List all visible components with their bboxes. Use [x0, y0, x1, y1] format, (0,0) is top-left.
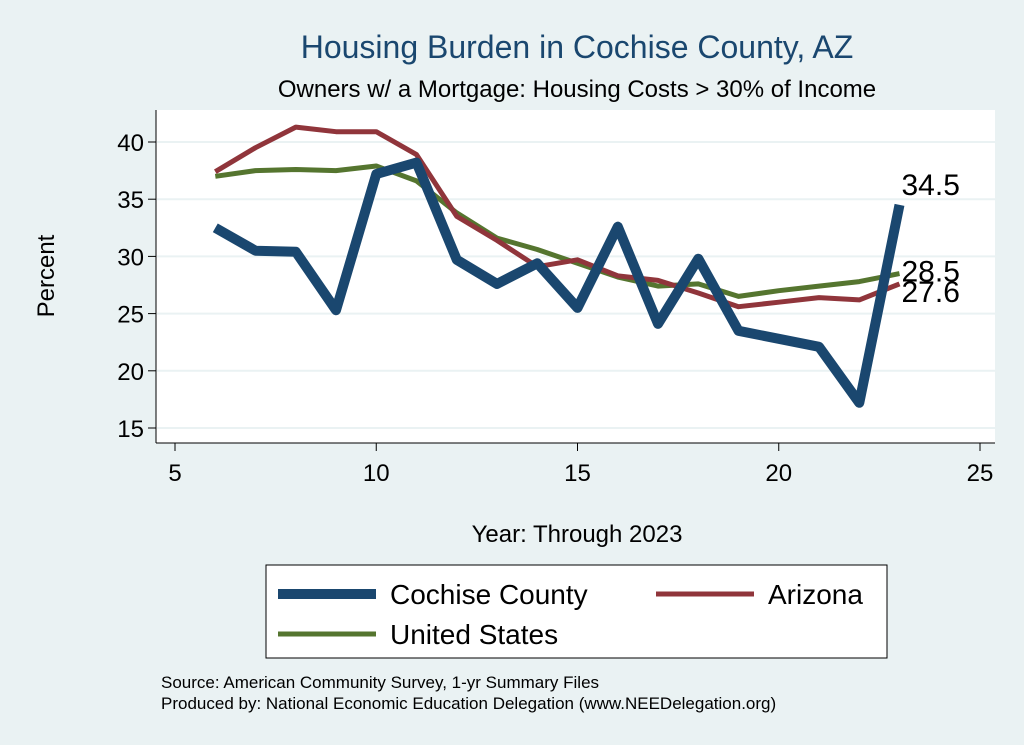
- plot-area: [156, 110, 995, 443]
- end-labels: 34.5 27.628.5: [902, 169, 960, 309]
- chart-subtitle: Owners w/ a Mortgage: Housing Costs > 30…: [278, 76, 876, 103]
- y-tick-label-30: 30: [117, 244, 144, 271]
- y-tick-label-25: 25: [117, 302, 144, 329]
- x-tick-label-5: 5: [168, 460, 181, 487]
- chart-title: Housing Burden in Cochise County, AZ: [301, 29, 854, 65]
- end-label-arizona: 27.6: [902, 276, 960, 309]
- footer-produced: Produced by: National Economic Education…: [161, 694, 776, 713]
- y-tick-label-35: 35: [117, 187, 144, 214]
- legend-label-arizona: Arizona: [768, 579, 863, 610]
- y-tick-label-40: 40: [117, 130, 144, 157]
- x-tick-label-20: 20: [765, 460, 792, 487]
- y-tick-label-20: 20: [117, 359, 144, 386]
- series-lines: [212, 124, 905, 408]
- end-label-cochise-county: 34.5: [902, 169, 960, 202]
- legend-label-united-states: United States: [390, 619, 558, 650]
- y-axis-label: Percent: [33, 234, 60, 317]
- x-tick-label-10: 10: [363, 460, 390, 487]
- series-line-cochise-county: [212, 157, 905, 408]
- series-line-united-states: [214, 163, 900, 299]
- legend-box: [265, 564, 888, 659]
- end-label-united-states: 28.5: [902, 256, 960, 289]
- x-tick-label-15: 15: [564, 460, 591, 487]
- x-axis-label: Year: Through 2023: [472, 521, 683, 548]
- y-tick-label-15: 15: [117, 416, 144, 443]
- footer-source: Source: American Community Survey, 1-yr …: [161, 673, 599, 692]
- legend-label-cochise-county: Cochise County: [390, 579, 588, 610]
- x-tick-label-25: 25: [967, 460, 994, 487]
- series-line-arizona: [214, 124, 901, 310]
- legend: Cochise County Arizona United States: [265, 564, 888, 659]
- axes: 15 20 25 30 35 40 5 10 15 20 25: [117, 110, 995, 487]
